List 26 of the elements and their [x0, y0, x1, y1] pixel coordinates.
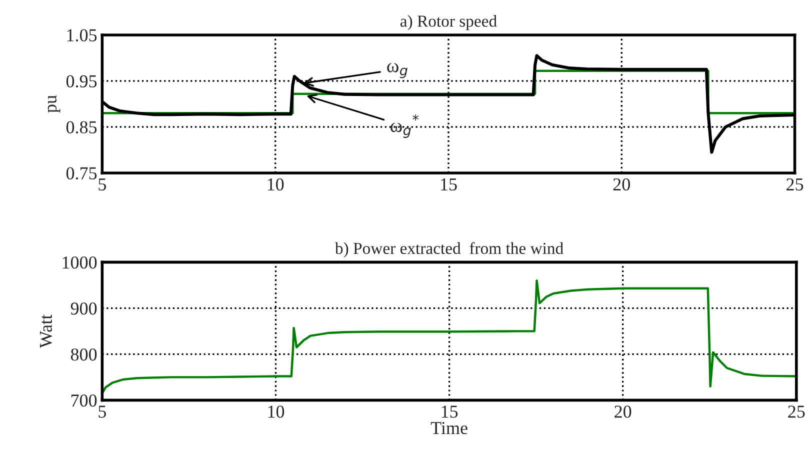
y-tick-label: 800	[70, 348, 97, 361]
x-axis-title: Time	[430, 422, 468, 434]
y-axis-title: pu	[48, 95, 60, 113]
x-tick-label: 10	[268, 406, 284, 418]
annotation: ω$_{g}$	[387, 63, 408, 78]
x-tick-label: 20	[613, 178, 630, 191]
y-tick-label: 0.95	[66, 75, 97, 88]
chart-title: b) Power extracted from the wind	[334, 242, 564, 258]
annotation: ω$_{g}$$^{*}$	[390, 114, 419, 138]
y-tick-label: 0.75	[66, 167, 97, 180]
x-tick-label: 20	[614, 406, 632, 418]
line-series	[102, 279, 796, 394]
y-tick-label: 1000	[62, 256, 97, 269]
x-tick-label: 5	[98, 178, 106, 191]
chart-title: a) Rotor speed	[400, 15, 497, 30]
y-axis-title: Watt	[40, 314, 52, 348]
y-tick-label: 0.85	[66, 121, 97, 134]
y-tick-label: 700	[71, 394, 97, 407]
x-tick-label: 25	[786, 178, 804, 191]
x-tick-label: 25	[788, 406, 805, 418]
x-tick-label: 10	[268, 178, 284, 191]
y-tick-label: 900	[70, 302, 97, 315]
x-tick-label: 15	[441, 178, 457, 191]
y-tick-label: 1.05	[67, 29, 97, 42]
x-tick-label: 5	[98, 406, 106, 418]
x-tick-label: 15	[442, 406, 458, 418]
